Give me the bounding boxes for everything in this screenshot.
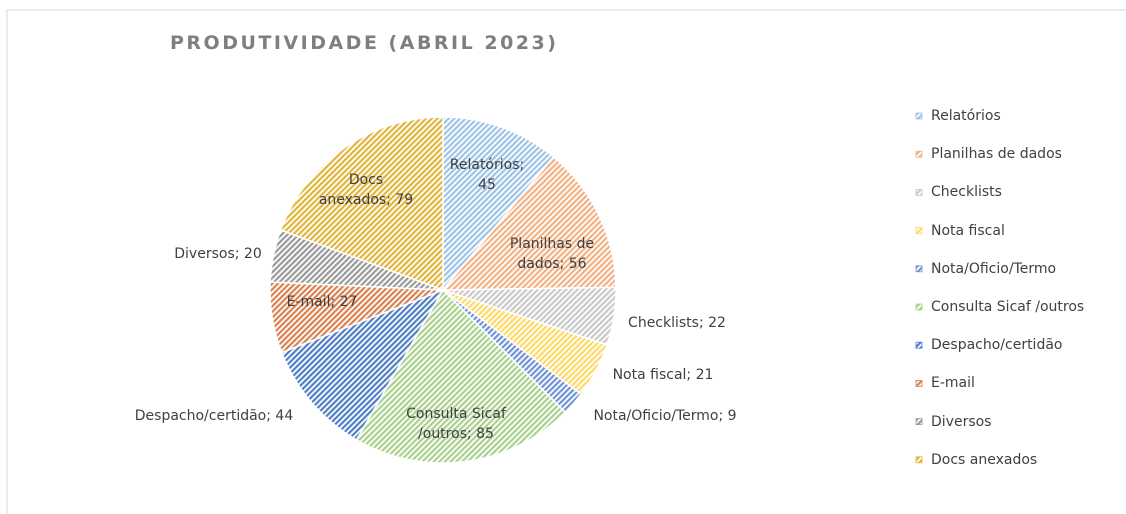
data-label: E-mail; 27 xyxy=(286,294,358,310)
legend-swatch xyxy=(915,303,923,311)
data-label: Planilhas de dados; 56 xyxy=(509,236,595,272)
legend-swatch xyxy=(915,456,923,464)
legend-swatch xyxy=(915,379,923,387)
pie-slice xyxy=(280,288,445,441)
legend-label: Relatórios xyxy=(931,108,1001,124)
data-label: Nota fiscal; 21 xyxy=(612,367,714,383)
data-label: Consulta Sicaf /outros; 85 xyxy=(406,406,506,442)
legend-label: Consulta Sicaf /outros xyxy=(931,299,1085,315)
legend-swatch xyxy=(915,112,923,120)
legend-label: Despacho/certidão xyxy=(931,337,1063,354)
legend-swatch xyxy=(915,188,923,196)
legend-label: Nota/Oficio/Termo xyxy=(931,260,1057,277)
chart-title: PRODUTIVIDADE (ABRIL 2023) xyxy=(170,32,559,54)
data-label: Despacho/certidão; 44 xyxy=(134,408,294,424)
data-label: Relatórios; 45 xyxy=(449,157,525,193)
legend-swatch xyxy=(915,265,923,273)
pie-slice xyxy=(279,116,444,292)
legend-swatch xyxy=(915,341,923,349)
data-label: Nota/Oficio/Termo; 9 xyxy=(593,408,737,424)
legend-swatch xyxy=(915,418,923,426)
legend-label: Docs anexados xyxy=(931,451,1038,468)
data-label: Diversos; 20 xyxy=(174,246,262,262)
chart-frame xyxy=(6,9,1126,514)
legend-label: Nota fiscal xyxy=(931,222,1005,239)
legend-swatch xyxy=(915,150,923,158)
legend-swatch xyxy=(915,227,923,235)
legend-label: Planilhas de dados xyxy=(931,146,1062,163)
legend-label: E-mail xyxy=(931,375,975,392)
pie-slice xyxy=(355,288,567,464)
legend-label: Checklists xyxy=(931,184,1002,201)
data-label: Checklists; 22 xyxy=(628,315,726,331)
pie-slice xyxy=(441,155,617,291)
pie-slice xyxy=(442,116,555,293)
legend-label: Diversos xyxy=(931,413,992,430)
data-label: Docs anexados; 79 xyxy=(318,172,414,208)
